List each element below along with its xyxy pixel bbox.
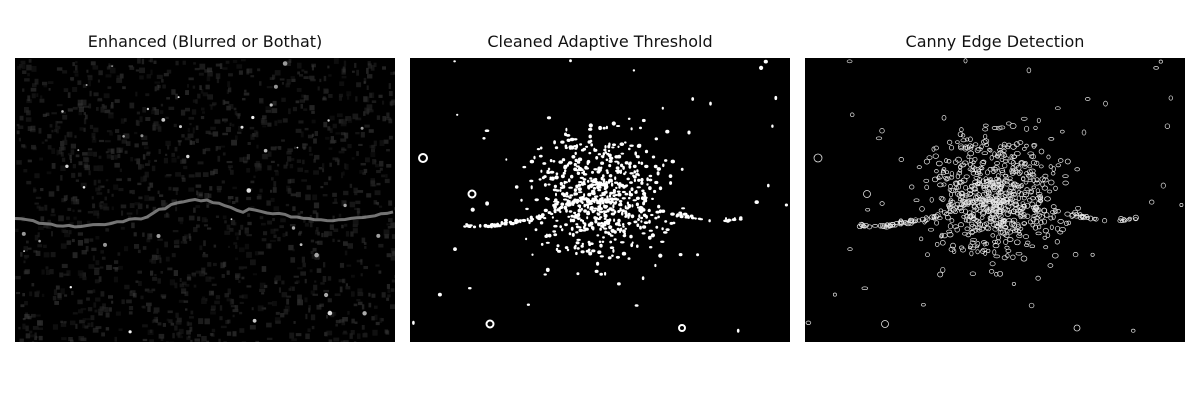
threshold-panel: Cleaned Adaptive Threshold	[410, 0, 790, 400]
enhanced-panel: Enhanced (Blurred or Bothat)	[15, 0, 395, 400]
enhanced-image-canvas	[15, 58, 395, 342]
canny-image	[805, 58, 1185, 342]
canny-title: Canny Edge Detection	[905, 32, 1085, 51]
canny-panel: Canny Edge Detection	[805, 0, 1185, 400]
crack-line	[15, 197, 394, 229]
threshold-title: Cleaned Adaptive Threshold	[487, 32, 713, 51]
noise-texture	[15, 58, 395, 342]
threshold-image	[410, 58, 790, 342]
threshold-dots	[412, 59, 788, 333]
canny-image-canvas	[805, 58, 1184, 333]
enhanced-title: Enhanced (Blurred or Bothat)	[87, 32, 323, 51]
edge-outlines	[805, 58, 1184, 333]
bright-speckles	[21, 61, 381, 334]
threshold-image-canvas	[412, 59, 788, 333]
enhanced-image	[15, 58, 395, 342]
